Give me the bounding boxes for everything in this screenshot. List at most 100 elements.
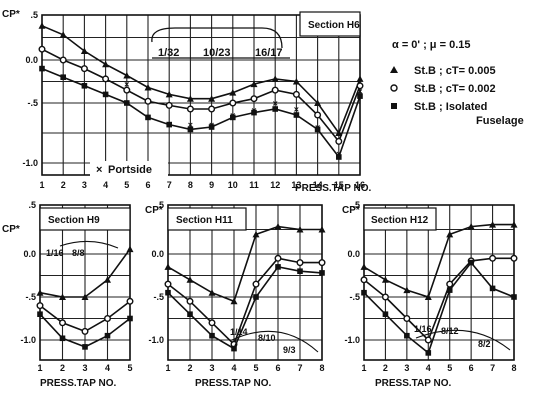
- legend-entry: St.B ; cT= 0.005: [414, 65, 496, 77]
- y-axis-label: CP*: [2, 224, 20, 235]
- y-axis-label: CP*: [2, 9, 20, 20]
- x-tick-label: 5: [253, 363, 258, 373]
- x-tick-label: 6: [275, 363, 280, 373]
- x-tick-label: 5: [447, 363, 452, 373]
- data-point: [164, 280, 172, 288]
- x-tick-label: 4: [105, 363, 110, 373]
- series-line: [363, 223, 514, 299]
- annotation-bracket: [151, 27, 283, 49]
- x-tick-label: 5: [127, 363, 132, 373]
- section-title-box: [299, 11, 361, 37]
- data-point: [230, 114, 236, 121]
- series-line: [41, 25, 361, 135]
- plot-frame: [39, 204, 131, 361]
- series-line: [167, 225, 322, 303]
- data-point: [446, 287, 453, 293]
- section-title: Section H9: [48, 215, 100, 226]
- data-point: [59, 293, 66, 300]
- data-point: [293, 112, 300, 118]
- data-point: [271, 86, 279, 94]
- x-tick-label: 1: [165, 363, 170, 373]
- data-point: ×: [357, 86, 362, 96]
- data-point: [104, 276, 111, 283]
- data-point: [186, 297, 194, 305]
- x-tick-label: 2: [383, 363, 388, 373]
- data-point: [250, 80, 258, 88]
- data-point: [208, 319, 216, 327]
- x-tick-label: 3: [209, 363, 214, 373]
- data-point: [123, 86, 131, 94]
- data-point: [82, 344, 88, 350]
- legend-marker: [390, 66, 398, 73]
- legend-marker: [391, 103, 397, 109]
- y-tick-label: .5: [30, 10, 38, 20]
- data-point: [403, 315, 411, 323]
- data-point: [297, 268, 303, 274]
- y-tick-label: -.5: [153, 292, 164, 302]
- section-title: Section H12: [371, 215, 429, 226]
- legend-entry: Fuselage: [476, 115, 524, 127]
- annotation-label: 8/8: [72, 248, 85, 258]
- x-tick-label: 2: [60, 363, 65, 373]
- series-line: [167, 266, 323, 350]
- x-axis-label: PRESS.TAP NO.: [375, 378, 452, 389]
- data-point: [489, 285, 496, 292]
- data-point: [296, 259, 304, 267]
- data-point: [382, 311, 389, 317]
- x-tick-label: 10: [228, 180, 238, 190]
- data-point: ×: [294, 105, 299, 115]
- data-point: [187, 126, 194, 133]
- annotation-label: 8/2: [478, 339, 491, 349]
- data-point: [145, 114, 151, 121]
- data-point: [357, 93, 363, 99]
- data-point: [403, 286, 411, 294]
- x-tick-label: 6: [145, 180, 150, 190]
- data-point: [102, 60, 110, 68]
- data-point: ×: [273, 99, 278, 109]
- data-point: [314, 126, 321, 133]
- data-point: [314, 111, 322, 119]
- section-title-box: [363, 207, 437, 231]
- x-tick-label: 7: [490, 363, 495, 373]
- data-point: [271, 75, 279, 82]
- data-point: [37, 311, 43, 317]
- x-tick-label: 1: [39, 180, 44, 190]
- data-point: [104, 332, 111, 339]
- x-tick-label: 15: [334, 180, 344, 190]
- x-tick-label: 5: [124, 180, 129, 190]
- data-point: [335, 137, 343, 145]
- section-title-box: [39, 207, 131, 231]
- y-tick-label: .5: [28, 200, 36, 210]
- data-point: [39, 65, 45, 72]
- y-tick-label: -.5: [25, 292, 36, 302]
- data-point: [80, 65, 88, 73]
- data-point: [124, 100, 130, 106]
- data-point: [81, 83, 88, 89]
- x-tick-label: 13: [291, 180, 301, 190]
- data-point: [425, 350, 432, 356]
- data-point: [424, 336, 432, 344]
- x-tick-label: 4: [103, 180, 108, 190]
- series-line: [41, 48, 361, 143]
- data-point: [319, 270, 325, 276]
- data-point: [126, 297, 134, 305]
- series-line: [167, 257, 322, 346]
- data-point: [468, 259, 474, 266]
- data-point: [356, 82, 364, 90]
- data-point: [489, 254, 497, 262]
- data-point: ×: [124, 80, 129, 90]
- annotation-bracket: [415, 329, 511, 351]
- data-point: ×: [251, 106, 256, 116]
- data-point: [187, 311, 193, 317]
- legend-condition: α = 0' ; μ = 0.15: [392, 39, 470, 51]
- data-point: [60, 74, 66, 80]
- data-point: [231, 345, 237, 352]
- legend-entry: St.B ; cT= 0.002: [414, 83, 496, 95]
- data-point: [404, 332, 410, 339]
- y-tick-label: .5: [156, 200, 164, 210]
- data-point: [318, 226, 326, 233]
- y-tick-label: -.5: [27, 98, 38, 108]
- data-point: ×: [315, 123, 320, 133]
- data-point: [209, 332, 215, 339]
